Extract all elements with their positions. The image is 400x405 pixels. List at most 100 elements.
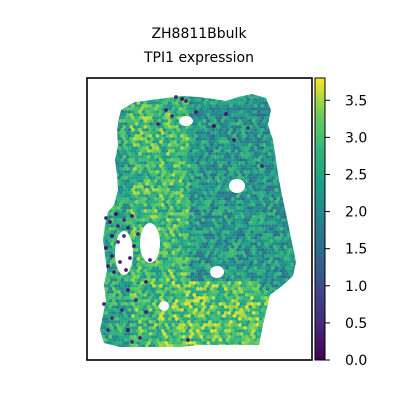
tissue-spot — [278, 296, 282, 300]
tissue-spot — [138, 200, 142, 204]
tissue-spot — [272, 323, 277, 327]
tissue-spot — [218, 224, 223, 228]
tissue-spot — [288, 290, 293, 294]
tissue-spot — [234, 149, 239, 153]
tissue-spot — [183, 158, 188, 162]
tissue-spot — [183, 140, 188, 144]
tissue-spot — [188, 239, 193, 243]
tissue-spot — [100, 155, 102, 159]
tissue-spot — [208, 104, 212, 108]
tissue-spot — [253, 182, 258, 186]
tissue-spot — [222, 182, 226, 186]
tissue-spot — [286, 311, 291, 315]
tissue-spot — [160, 161, 165, 165]
tissue-spot — [236, 206, 240, 210]
tissue-spot — [292, 110, 296, 114]
tissue-spot — [276, 155, 281, 159]
tissue-spot — [190, 224, 195, 228]
tissue-spot — [232, 164, 237, 168]
tissue-spot — [125, 143, 130, 147]
tissue-spot — [152, 152, 156, 156]
tissue-spot — [108, 125, 113, 129]
tissue-spot — [192, 191, 197, 195]
tissue-spot — [292, 230, 296, 234]
tissue-spot — [201, 176, 205, 180]
tissue-spot — [276, 323, 281, 327]
tissue-spot — [241, 161, 246, 165]
tissue-spot — [295, 236, 296, 240]
tissue-spot — [283, 221, 288, 225]
tissue-spot — [188, 113, 193, 117]
tissue-spot — [181, 137, 186, 141]
tissue-spot — [253, 236, 258, 240]
tissue-spot — [271, 296, 275, 300]
tissue-spot — [250, 224, 254, 228]
tissue-spot — [206, 161, 211, 165]
tissue-spot — [231, 347, 235, 351]
tissue-spot — [206, 185, 211, 189]
tissue-spot — [251, 101, 256, 105]
tissue-spot — [225, 230, 230, 234]
tissue-spot — [204, 230, 209, 234]
tissue-spot — [297, 275, 301, 279]
tissue-spot — [297, 101, 301, 105]
tissue-spot — [245, 347, 249, 351]
tissue-spot — [197, 140, 202, 144]
tissue-spot — [174, 101, 179, 105]
tissue-spot — [146, 119, 151, 123]
tissue-spot — [244, 113, 249, 117]
tissue-spot — [122, 125, 127, 129]
tissue-spot — [288, 224, 293, 228]
tissue-spot — [244, 167, 249, 171]
tissue-spot — [153, 209, 158, 213]
tissue-spot — [206, 119, 211, 123]
tissue-spot — [283, 179, 288, 183]
tissue-spot — [297, 245, 301, 249]
tissue-spot — [208, 224, 212, 228]
tissue-spot — [257, 146, 261, 150]
tissue-spot — [195, 233, 200, 237]
tissue-spot — [229, 158, 233, 162]
tissue-spot — [253, 170, 258, 174]
tissue-spot — [199, 239, 204, 243]
tissue-spot — [166, 236, 170, 240]
tissue-spot — [262, 197, 267, 201]
tissue-spot — [267, 200, 272, 204]
tissue-spot — [122, 173, 127, 177]
tissue-spot — [96, 236, 100, 240]
tissue-spot — [292, 104, 296, 108]
tissue-spot — [269, 125, 274, 129]
tissue-spot — [190, 206, 195, 210]
tissue-spot — [192, 233, 197, 237]
tissue-spot — [197, 212, 202, 216]
tissue-spot — [183, 146, 188, 150]
tissue-spot — [134, 116, 139, 120]
tissue-spot — [278, 236, 282, 240]
tissue-spot — [267, 122, 272, 126]
tissue-spot — [246, 140, 251, 144]
tissue-spot — [101, 203, 106, 207]
tissue-spot — [262, 173, 267, 177]
tissue-spot — [288, 314, 293, 318]
tissue-spot — [246, 218, 251, 222]
tissue-spot — [145, 146, 149, 150]
tissue-spot — [146, 143, 151, 147]
tissue-spot — [146, 197, 151, 201]
tissue-spot — [243, 194, 247, 198]
tissue-spot — [297, 197, 301, 201]
tissue-spot — [234, 209, 239, 213]
tissue-spot — [237, 227, 242, 231]
tissue-spot — [129, 347, 133, 351]
tissue-spot — [285, 236, 289, 240]
tissue-spot — [271, 152, 275, 156]
tissue-spot — [239, 200, 244, 204]
tissue-spot — [173, 170, 177, 174]
tissue-spot — [104, 131, 109, 135]
tissue-spot — [223, 137, 228, 141]
tissue-spot — [227, 245, 232, 249]
tissue-spot — [262, 179, 267, 183]
tissue-spot — [222, 140, 226, 144]
tissue-spot — [208, 176, 212, 180]
tissue-spot — [297, 263, 301, 267]
tissue-spot — [281, 98, 286, 102]
